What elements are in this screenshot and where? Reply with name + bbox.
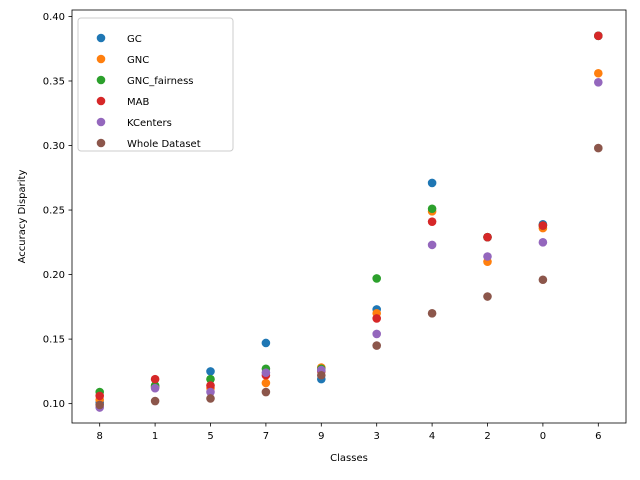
x-tick-label: 9 — [318, 431, 324, 442]
legend-label: MAB — [127, 97, 149, 108]
data-point — [95, 391, 104, 401]
data-point — [206, 381, 215, 390]
y-axis: 0.10 0.15 0.20 0.25 0.30 0.35 0.40 — [43, 12, 72, 410]
data-point — [372, 329, 382, 339]
x-tick-label: 4 — [429, 431, 435, 442]
x-tick-label: 5 — [207, 431, 213, 442]
x-axis: 8 1 5 7 9 3 4 2 0 6 — [97, 423, 601, 442]
data-point — [483, 292, 492, 301]
legend: GC GNC GNC_fairness MAB KCenters Whole Datase… — [77, 17, 234, 152]
data-point — [150, 374, 160, 384]
legend-marker — [96, 138, 106, 148]
legend-marker — [96, 54, 106, 64]
data-point — [483, 232, 492, 242]
data-point — [594, 143, 603, 153]
data-point — [483, 252, 492, 261]
data-point — [206, 374, 215, 384]
data-point — [261, 368, 271, 377]
y-tick-label: 0.35 — [43, 76, 65, 87]
data-point — [206, 394, 215, 403]
data-point — [427, 178, 437, 188]
legend-label: GNC — [127, 55, 149, 66]
x-tick-label: 7 — [263, 431, 269, 442]
x-tick-label: 8 — [97, 431, 103, 442]
data-point — [317, 370, 326, 380]
y-tick-label: 0.40 — [43, 12, 65, 23]
data-point — [427, 240, 437, 250]
y-tick-label: 0.10 — [43, 399, 65, 410]
data-point — [538, 221, 548, 230]
data-point — [261, 378, 271, 388]
y-tick-label: 0.15 — [43, 335, 65, 346]
legend-label: GNC_fairness — [127, 76, 193, 87]
data-point — [427, 308, 437, 318]
data-point — [538, 275, 548, 285]
data-point — [206, 387, 215, 397]
legend-marker — [96, 96, 106, 106]
y-tick-label: 0.20 — [43, 270, 65, 281]
x-tick-label: 2 — [484, 431, 490, 442]
legend-label: GC — [127, 34, 142, 45]
series-points — [95, 143, 603, 410]
data-point — [594, 77, 603, 87]
data-point — [427, 204, 437, 214]
data-point — [95, 400, 104, 410]
data-points — [95, 31, 603, 412]
data-point — [372, 274, 382, 283]
x-tick-label: 6 — [595, 431, 601, 442]
data-point — [261, 338, 271, 348]
x-axis-label: Classes — [330, 453, 368, 464]
y-tick-label: 0.30 — [43, 141, 65, 152]
y-axis-label: Accuracy Disparity — [17, 170, 28, 264]
plot-frame — [71, 9, 627, 424]
data-point — [594, 31, 603, 41]
data-point — [372, 314, 382, 323]
data-point — [150, 383, 160, 393]
legend-marker — [96, 117, 106, 127]
legend-box — [77, 17, 234, 152]
x-tick-label: 0 — [540, 431, 546, 442]
data-point — [261, 387, 271, 397]
data-point — [427, 217, 437, 226]
legend-label: Whole Dataset — [127, 139, 201, 150]
x-tick-label: 1 — [152, 431, 158, 442]
legend-label: KCenters — [127, 118, 172, 129]
data-point — [206, 367, 215, 376]
data-point — [538, 238, 548, 247]
legend-marker — [96, 33, 106, 43]
x-tick-label: 3 — [374, 431, 380, 442]
legend-marker — [96, 75, 106, 85]
data-point — [372, 341, 382, 350]
data-point — [150, 396, 160, 406]
data-point — [594, 68, 603, 78]
y-tick-label: 0.25 — [43, 206, 65, 217]
